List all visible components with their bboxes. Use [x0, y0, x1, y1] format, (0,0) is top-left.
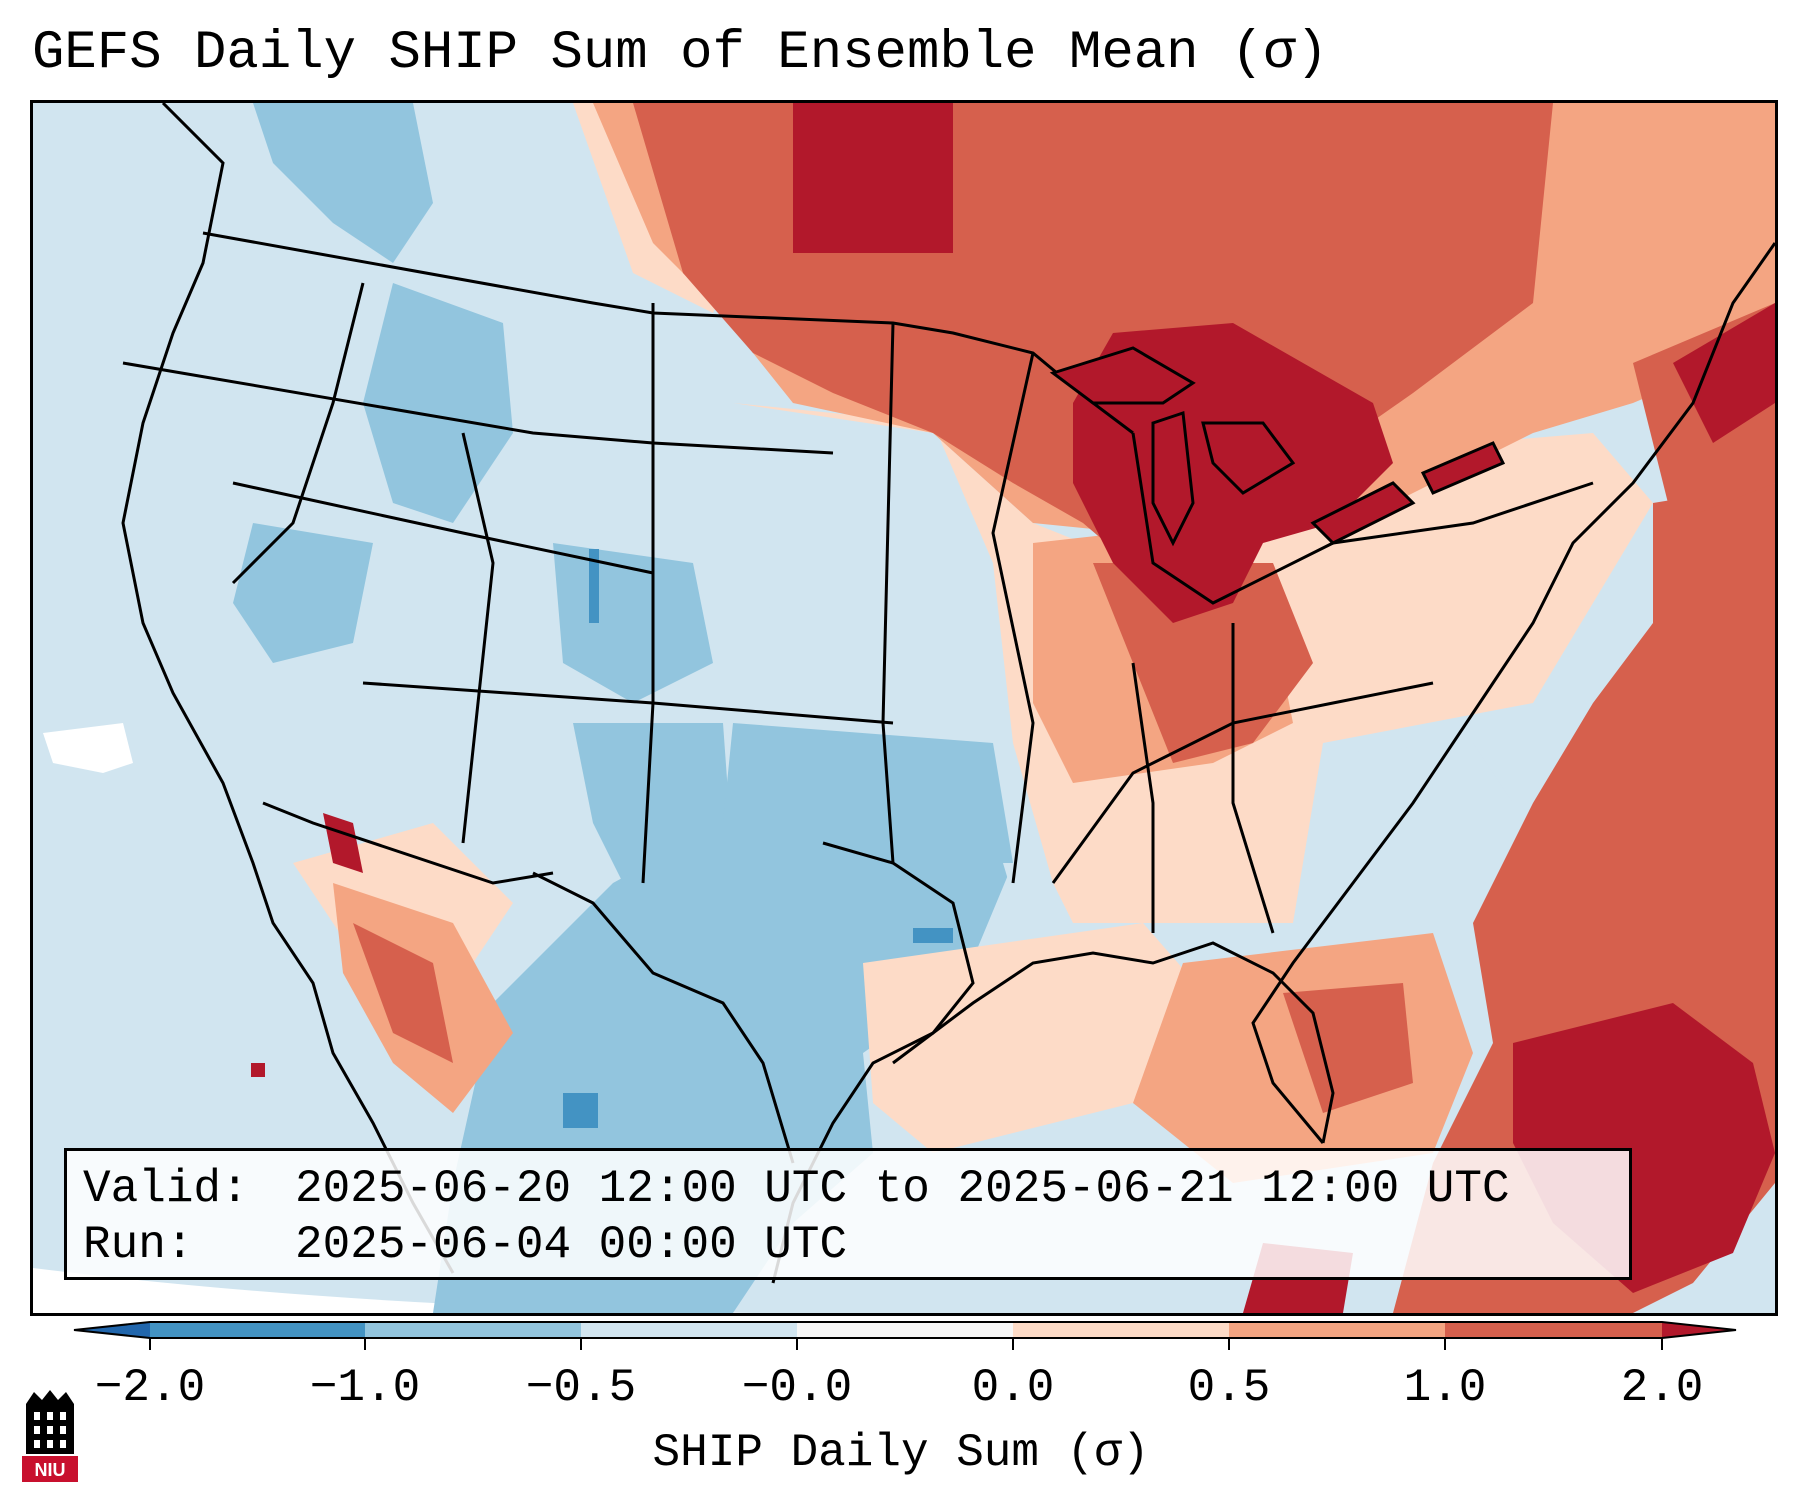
run-label: Run:	[83, 1219, 194, 1271]
southwest-border	[262, 801, 554, 885]
logo-tower-icon	[26, 1390, 74, 1454]
utah-arizona-line	[461, 432, 495, 844]
colorbar-bin-3	[581, 1322, 797, 1338]
colorbar	[73, 1321, 1737, 1350]
lake-michigan	[1151, 410, 1195, 547]
colorbar-tick-label: 0.0	[971, 1362, 1055, 1414]
idaho-negative-area	[363, 283, 513, 523]
dakotas-very-strong-positive	[793, 103, 953, 253]
colorbar-bin-4	[797, 1322, 1013, 1338]
colorbar-tick-label: 1.0	[1403, 1362, 1487, 1414]
pacific-very-strong-positive	[251, 1063, 265, 1077]
colorbar-bin-6	[1229, 1322, 1445, 1338]
socal-very-strong-positive	[323, 813, 363, 873]
lake-superior	[1049, 346, 1196, 405]
validity-info-box: Valid: 2025-06-20 12:00 UTC to 2025-06-21…	[64, 1148, 1632, 1280]
maine-very-strong-positive	[1673, 303, 1775, 443]
nevada-negative-area	[233, 523, 373, 663]
utah-line	[232, 481, 654, 575]
logo-windows	[34, 1412, 66, 1448]
great-lakes-line	[1131, 432, 1594, 605]
colorbar-label: SHIP Daily Sum (σ)	[652, 1427, 1150, 1479]
colorbar-tick-label: −0.0	[741, 1362, 853, 1414]
great-lakes	[1049, 346, 1506, 547]
lake-erie	[1310, 481, 1416, 545]
boundary-lines	[121, 103, 1775, 1284]
sonora-strong-positive	[353, 923, 453, 1063]
oregon-idaho-border	[231, 282, 365, 585]
colorbar-bin-1	[150, 1322, 365, 1338]
anomaly-map	[33, 103, 1775, 1313]
lake-huron	[1201, 421, 1296, 495]
map-panel	[30, 100, 1778, 1316]
colorbar-bin-7	[1445, 1322, 1662, 1338]
colorbar-bin-2	[365, 1322, 581, 1338]
logo-text: NIU	[35, 1460, 66, 1480]
valid-value: 2025-06-20 12:00 UTC to 2025-06-21 12:00…	[295, 1163, 1510, 1215]
mississippi-line	[991, 352, 1035, 884]
chart-title: GEFS Daily SHIP Sum of Ensemble Mean (σ)	[32, 23, 1329, 84]
gulf-weak-positive	[863, 923, 1213, 1153]
texas-strong-negative	[913, 928, 953, 943]
gulf-strong-positive	[1283, 983, 1413, 1113]
indiana-ohio-strong-positive	[1093, 563, 1313, 763]
colorbar-tick-label: −0.5	[525, 1362, 637, 1414]
colorbar-tick-label: 2.0	[1620, 1362, 1704, 1414]
mississippi-alabama-line	[1131, 662, 1155, 933]
niu-logo: NIU	[22, 1390, 78, 1482]
colorbar-tick-label: −1.0	[309, 1362, 421, 1414]
southeast-weak-negative	[1323, 743, 1513, 963]
colorbar-low-extend	[74, 1322, 150, 1338]
mexico-strong-negative	[563, 1093, 598, 1128]
northern-state-line	[122, 361, 834, 455]
colorbar-tick-label: −2.0	[94, 1362, 206, 1414]
colorado-strong-negative	[589, 549, 599, 623]
gulf-coastline	[892, 941, 1335, 1144]
valid-label: Valid:	[83, 1163, 249, 1215]
projection-edge	[33, 1268, 933, 1313]
colorbar-tick-label: 0.5	[1187, 1362, 1271, 1414]
pacific-coastline	[121, 103, 455, 1274]
alabama-georgia-line	[1231, 623, 1275, 934]
colorbar-bin-5	[1013, 1322, 1229, 1338]
lake-ontario	[1420, 441, 1506, 495]
colorbar-ticks	[149, 1338, 1663, 1350]
missing-data-patch	[43, 723, 133, 773]
logo-banner	[22, 1456, 78, 1482]
colorbar-high-extend	[1662, 1322, 1736, 1338]
mexico-border	[532, 871, 795, 1164]
mid-plains-line	[881, 322, 895, 864]
plains-line	[641, 303, 655, 884]
run-value: 2025-06-04 00:00 UTC	[295, 1219, 848, 1271]
atlantic-coastline	[1251, 242, 1775, 1144]
pnw-negative-area	[253, 103, 433, 263]
